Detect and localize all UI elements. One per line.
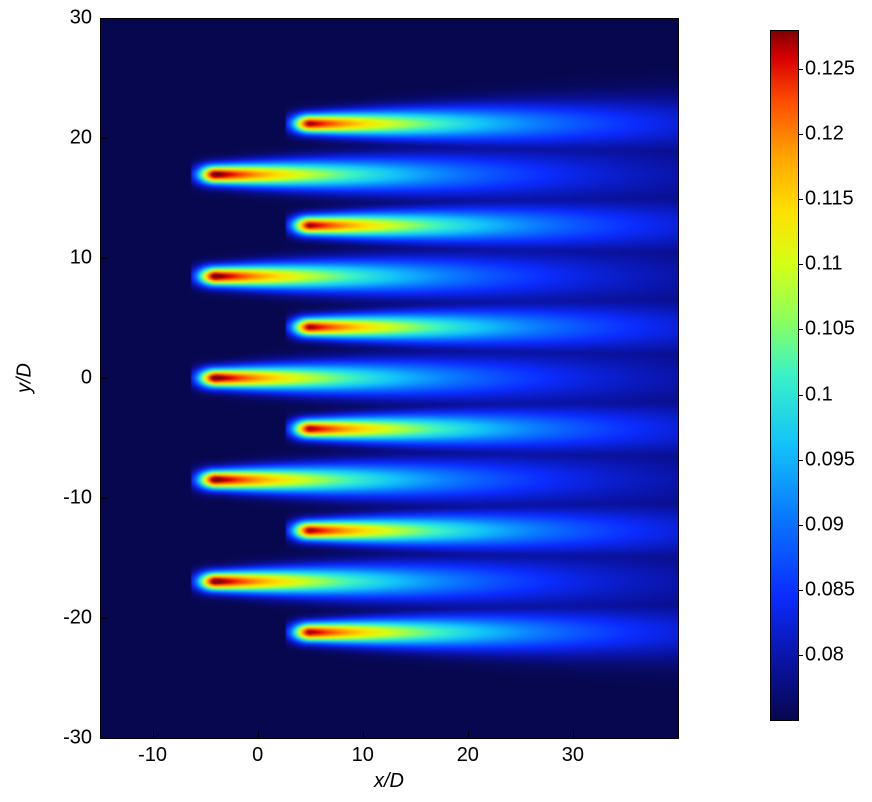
colorbar-tick-label: 0.105 bbox=[805, 318, 855, 341]
colorbar-tick-label: 0.125 bbox=[805, 58, 855, 81]
y-tick-label: 30 bbox=[46, 7, 92, 30]
colorbar-tick-mark bbox=[798, 460, 803, 461]
colorbar-tick-label: 0.115 bbox=[805, 188, 854, 211]
y-tick-mark bbox=[100, 18, 107, 19]
colorbar-tick-mark bbox=[798, 264, 803, 265]
colorbar-tick-mark bbox=[798, 329, 803, 330]
colorbar-tick-label: 0.085 bbox=[805, 578, 855, 601]
colorbar-tick-label: 0.08 bbox=[805, 643, 844, 666]
x-tick-mark bbox=[363, 731, 364, 738]
x-tick-mark bbox=[468, 731, 469, 738]
y-tick-label: 10 bbox=[46, 247, 92, 270]
y-tick-mark bbox=[100, 618, 107, 619]
y-tick-label: -20 bbox=[46, 607, 92, 630]
x-tick-label: -10 bbox=[138, 744, 167, 767]
heatmap-canvas bbox=[100, 18, 678, 738]
x-tick-mark bbox=[258, 731, 259, 738]
y-tick-mark bbox=[100, 378, 107, 379]
y-axis-label: y/D bbox=[10, 18, 40, 738]
x-tick-label: 0 bbox=[252, 744, 263, 767]
y-tick-label: 20 bbox=[46, 127, 92, 150]
colorbar-tick-mark bbox=[798, 395, 803, 396]
x-axis-label: x/D bbox=[100, 770, 678, 793]
colorbar-tick-mark bbox=[798, 655, 803, 656]
y-tick-label: -30 bbox=[46, 727, 92, 750]
y-tick-label: 0 bbox=[46, 367, 92, 390]
y-tick-mark bbox=[100, 498, 107, 499]
colorbar-tick-label: 0.12 bbox=[805, 123, 844, 146]
y-tick-label: -10 bbox=[46, 487, 92, 510]
colorbar-tick-label: 0.095 bbox=[805, 448, 855, 471]
x-tick-label: 20 bbox=[457, 744, 479, 767]
x-tick-mark bbox=[573, 731, 574, 738]
x-tick-label: 30 bbox=[562, 744, 584, 767]
figure-container: x/D y/D -10 0 10 20 30 -30 -20 -10 0 10 20 30 0.08… bbox=[0, 0, 872, 802]
colorbar-tick-mark bbox=[798, 525, 803, 526]
y-tick-mark bbox=[100, 738, 107, 739]
x-tick-mark bbox=[153, 731, 154, 738]
colorbar-tick-mark bbox=[798, 590, 803, 591]
colorbar-tick-label: 0.11 bbox=[805, 253, 842, 276]
colorbar-tick-label: 0.1 bbox=[805, 383, 833, 406]
y-tick-mark bbox=[100, 138, 107, 139]
colorbar-tick-mark bbox=[798, 69, 803, 70]
colorbar-tick-label: 0.09 bbox=[805, 513, 844, 536]
colorbar-tick-mark bbox=[798, 134, 803, 135]
x-tick-label: 10 bbox=[352, 744, 374, 767]
colorbar-canvas bbox=[770, 30, 798, 720]
colorbar-tick-mark bbox=[798, 199, 803, 200]
y-tick-mark bbox=[100, 258, 107, 259]
